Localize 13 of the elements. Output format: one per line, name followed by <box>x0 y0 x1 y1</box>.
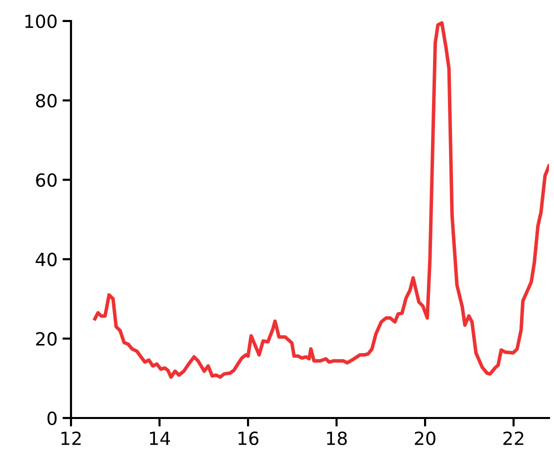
y-tick-label: 40 <box>36 252 57 266</box>
y-tick-label: 0 <box>48 411 57 426</box>
x-tick-label: 12 <box>61 432 81 445</box>
y-tick-label: 80 <box>36 94 57 108</box>
x-tick-label: 18 <box>327 432 347 446</box>
x-tick-label: 14 <box>150 432 170 445</box>
y-tick-label: 60 <box>36 173 57 187</box>
x-tick-label: 16 <box>238 432 258 446</box>
x-tick-label: 22 <box>503 432 524 445</box>
y-tick-label: 100 <box>25 14 57 28</box>
line-series <box>93 21 549 379</box>
y-tick-label: 20 <box>36 332 57 346</box>
x-tick-label: 20 <box>414 432 436 446</box>
